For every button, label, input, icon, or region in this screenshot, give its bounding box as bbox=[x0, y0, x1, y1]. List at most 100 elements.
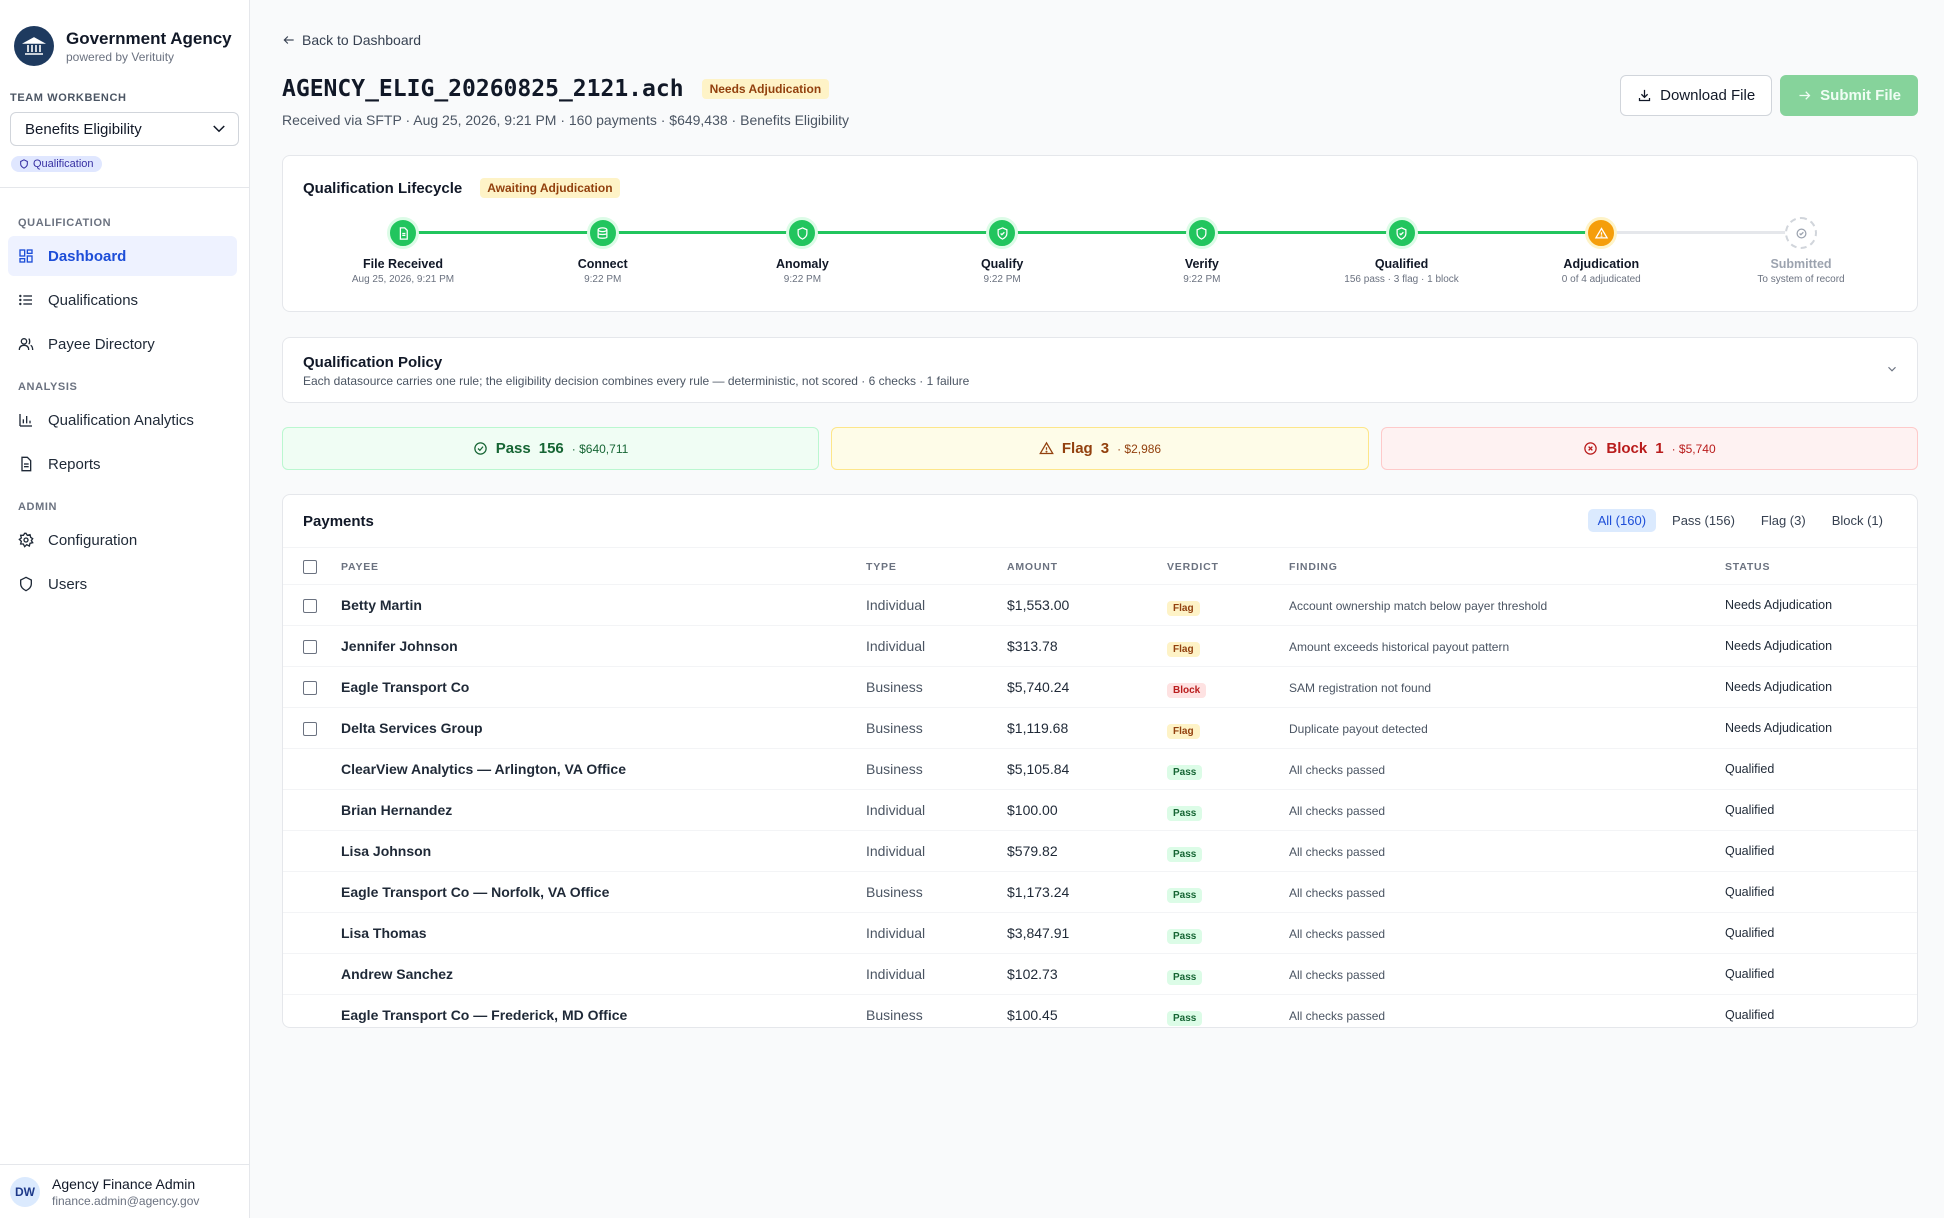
table-row[interactable]: Eagle Transport Co Business $5,740.24 Block… bbox=[283, 667, 1917, 708]
lifecycle-step-anomaly: Anomaly 9:22 PM bbox=[702, 217, 902, 285]
warning-icon bbox=[1594, 226, 1609, 238]
payments-title: Payments bbox=[303, 513, 374, 530]
status-text: Qualified bbox=[1725, 885, 1775, 899]
sidebar-item-configuration[interactable]: Configuration bbox=[8, 520, 237, 560]
verdict-badge: Pass bbox=[1167, 1011, 1203, 1026]
user-profile[interactable]: DW Agency Finance Admin finance.admin@ag… bbox=[0, 1164, 249, 1218]
sidebar-item-label: Configuration bbox=[48, 531, 138, 549]
pass-amount: · $640,711 bbox=[571, 441, 629, 456]
nav-group-label: QUALIFICATION bbox=[18, 217, 112, 229]
filter-tab-all[interactable]: All (160) bbox=[1587, 509, 1657, 532]
table-row[interactable]: Eagle Transport Co — Norfolk, VA Office B… bbox=[283, 872, 1917, 913]
payee-type: Business bbox=[866, 679, 923, 695]
col-verdict[interactable]: VERDICT bbox=[1167, 561, 1219, 573]
table-row[interactable]: Betty Martin Individual $1,553.00 Flag Accou… bbox=[283, 585, 1917, 626]
payee-name[interactable]: Eagle Transport Co — Norfolk, VA Office bbox=[341, 884, 610, 900]
flag-label: Flag bbox=[1061, 440, 1093, 457]
step-subtext: 0 of 4 adjudicated bbox=[1561, 274, 1641, 285]
table-body: Betty Martin Individual $1,553.00 Flag Accou… bbox=[283, 585, 1917, 1027]
lifecycle-step-submitted: Submitted To system of record bbox=[1701, 217, 1901, 285]
table-row[interactable]: Eagle Transport Co — Frederick, MD Offic… bbox=[283, 995, 1917, 1027]
finding-text: All checks passed bbox=[1289, 886, 1386, 900]
download-icon bbox=[1638, 89, 1651, 102]
sidebar-item-qualification-analytics[interactable]: Qualification Analytics bbox=[8, 400, 237, 440]
select-all-checkbox[interactable] bbox=[303, 560, 317, 574]
row-checkbox[interactable] bbox=[303, 640, 317, 654]
block-summary[interactable]: Block 1 · $5,740 bbox=[1381, 427, 1918, 470]
status-text: Needs Adjudication bbox=[1725, 721, 1833, 735]
sidebar-item-qualifications[interactable]: Qualifications bbox=[8, 280, 237, 320]
payee-type: Individual bbox=[866, 802, 926, 818]
payee-name[interactable]: Brian Hernandez bbox=[341, 802, 453, 818]
filter-tab-block[interactable]: Block (1) bbox=[1831, 513, 1883, 528]
row-checkbox[interactable] bbox=[303, 722, 317, 736]
sidebar-divider bbox=[0, 187, 249, 188]
col-type[interactable]: TYPE bbox=[866, 561, 897, 573]
verdict-cell: Pass bbox=[1167, 762, 1203, 780]
table-row[interactable]: Delta Services Group Business $1,119.68 Fla… bbox=[283, 708, 1917, 749]
table-row[interactable]: Lisa Johnson Individual $579.82 Pass All che… bbox=[283, 831, 1917, 872]
lifecycle-step-connect: Connect 9:22 PM bbox=[503, 217, 703, 285]
qualification-policy-card[interactable]: Qualification Policy Each datasource car… bbox=[282, 337, 1918, 403]
shield-icon bbox=[1196, 226, 1207, 240]
pass-summary[interactable]: Pass 156 · $640,711 bbox=[282, 427, 819, 470]
payee-name[interactable]: Lisa Thomas bbox=[341, 925, 427, 941]
table-row[interactable]: Brian Hernandez Individual $100.00 Pass All … bbox=[283, 790, 1917, 831]
payee-name[interactable]: Eagle Transport Co — Frederick, MD Offic… bbox=[341, 1007, 628, 1023]
org-name: Government Agency bbox=[66, 28, 232, 48]
row-checkbox[interactable] bbox=[303, 681, 317, 695]
status-text: Qualified bbox=[1725, 803, 1775, 817]
status-badge: Needs Adjudication bbox=[701, 79, 830, 99]
submit-file-button[interactable]: Submit File bbox=[1780, 75, 1918, 116]
file-title: AGENCY_ELIG_20260825_2121.ach bbox=[282, 76, 684, 102]
policy-description: Each datasource carries one rule; the el… bbox=[303, 374, 970, 388]
flag-summary[interactable]: Flag 3 · $2,986 bbox=[831, 427, 1369, 470]
qualification-lifecycle-card: Qualification Lifecycle Awaiting Adjudic… bbox=[282, 155, 1918, 312]
table-row[interactable]: Andrew Sanchez Individual $102.73 Pass All c… bbox=[283, 954, 1917, 995]
sidebar-item-reports[interactable]: Reports bbox=[8, 444, 237, 484]
payee-name[interactable]: Betty Martin bbox=[341, 597, 422, 613]
payee-name[interactable]: Jennifer Johnson bbox=[341, 638, 458, 654]
list-icon bbox=[19, 294, 32, 306]
step-subtext: 9:22 PM bbox=[783, 274, 822, 285]
filter-tab-flag[interactable]: Flag (3) bbox=[1760, 513, 1806, 528]
sidebar-item-dashboard[interactable]: Dashboard bbox=[8, 236, 237, 276]
sidebar-item-payee-directory[interactable]: Payee Directory bbox=[8, 324, 237, 364]
verdict-cell: Flag bbox=[1167, 639, 1200, 657]
warning-icon bbox=[1039, 441, 1054, 455]
lifecycle-connector bbox=[1002, 231, 1202, 234]
payment-amount: $5,740.24 bbox=[1007, 679, 1070, 695]
step-indicator bbox=[1785, 217, 1817, 249]
brand[interactable]: Government Agency powered by Verituity bbox=[0, 0, 249, 74]
step-subtext: 156 pass · 3 flag · 1 block bbox=[1344, 274, 1459, 285]
sidebar-item-label: Qualification Analytics bbox=[48, 411, 194, 429]
table-row[interactable]: Jennifer Johnson Individual $313.78 Flag Amo… bbox=[283, 626, 1917, 667]
table-row[interactable]: Lisa Thomas Individual $3,847.91 Pass All ch… bbox=[283, 913, 1917, 954]
col-amount[interactable]: AMOUNT bbox=[1007, 561, 1058, 573]
user-name: Agency Finance Admin bbox=[52, 1175, 196, 1192]
filter-tab-pass[interactable]: Pass (156) bbox=[1672, 513, 1735, 528]
payee-type: Business bbox=[866, 720, 923, 736]
status-text: Qualified bbox=[1725, 967, 1775, 981]
row-checkbox[interactable] bbox=[303, 599, 317, 613]
finding-text: All checks passed bbox=[1289, 804, 1386, 818]
back-to-dashboard-link[interactable]: Back to Dashboard bbox=[282, 32, 421, 48]
table-row[interactable]: ClearView Analytics — Arlington, VA Offi… bbox=[283, 749, 1917, 790]
col-status[interactable]: STATUS bbox=[1725, 561, 1771, 573]
col-finding[interactable]: FINDING bbox=[1289, 561, 1338, 573]
status-text: Needs Adjudication bbox=[1725, 680, 1833, 694]
avatar: DW bbox=[10, 1176, 40, 1207]
sidebar-item-users[interactable]: Users bbox=[8, 564, 237, 604]
team-select[interactable]: Benefits Eligibility bbox=[10, 112, 239, 146]
payee-name[interactable]: Andrew Sanchez bbox=[341, 966, 454, 982]
lifecycle-connector bbox=[802, 231, 1003, 234]
payee-name[interactable]: ClearView Analytics — Arlington, VA Offi… bbox=[341, 761, 626, 777]
payee-name[interactable]: Delta Services Group bbox=[341, 720, 483, 736]
col-payee[interactable]: PAYEE bbox=[341, 561, 379, 573]
payee-name[interactable]: Lisa Johnson bbox=[341, 843, 432, 859]
payee-name[interactable]: Eagle Transport Co bbox=[341, 679, 470, 695]
download-file-button[interactable]: Download File bbox=[1620, 75, 1773, 116]
step-indicator bbox=[786, 217, 819, 249]
table-header: PAYEE TYPE AMOUNT VERDICT FINDING STATUS bbox=[283, 547, 1917, 585]
finding-text: All checks passed bbox=[1289, 968, 1386, 982]
